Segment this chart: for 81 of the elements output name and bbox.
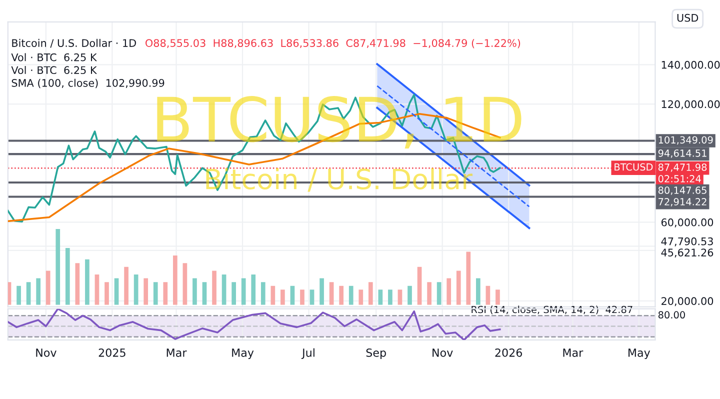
ref-line-label: 94,614.51 bbox=[658, 149, 706, 158]
bar bbox=[408, 286, 412, 305]
bar bbox=[270, 286, 276, 305]
bar bbox=[398, 290, 402, 305]
x-tick-label: May bbox=[628, 348, 650, 360]
bar bbox=[378, 290, 383, 305]
bar bbox=[290, 286, 295, 305]
bar bbox=[26, 282, 31, 305]
bar bbox=[46, 270, 50, 305]
bar bbox=[329, 282, 334, 305]
bar bbox=[348, 286, 354, 305]
text: 80.00 bbox=[658, 311, 685, 319]
text: O88,555.03 H88,896.63 L86,533.86 C87,471.98 −1,084.79 (−1.22%) bbox=[146, 38, 520, 48]
bar bbox=[417, 266, 422, 305]
bar bbox=[163, 282, 168, 305]
ref-line-label: 80,147.65 bbox=[658, 186, 706, 195]
bar bbox=[232, 282, 236, 305]
bar bbox=[496, 290, 500, 305]
annotation: Vol · BTC 6.25 K bbox=[11, 66, 98, 74]
x-tick-label: 2026 bbox=[495, 348, 522, 357]
bar bbox=[358, 290, 364, 305]
bar bbox=[36, 278, 40, 305]
bar bbox=[144, 278, 148, 305]
bar bbox=[310, 290, 314, 305]
bar bbox=[456, 270, 461, 305]
bar bbox=[486, 286, 490, 305]
y-tick-label: 120,000.00 bbox=[662, 100, 720, 110]
bar bbox=[173, 256, 178, 305]
y-tick-label: 140,000.00 bbox=[662, 60, 720, 70]
bar bbox=[476, 278, 480, 305]
bar bbox=[202, 282, 207, 305]
bar bbox=[114, 278, 119, 305]
bar bbox=[446, 278, 452, 305]
x-tick-label: Nov bbox=[432, 348, 453, 357]
bar bbox=[16, 286, 21, 305]
x-tick-label: 2025 bbox=[98, 348, 126, 357]
bar bbox=[182, 263, 188, 305]
bar bbox=[75, 263, 80, 305]
bar bbox=[192, 278, 197, 305]
ref-line-label: 72,914.22 bbox=[658, 198, 706, 206]
x-tick-label: May bbox=[232, 348, 254, 360]
y-tick-label: 45,621.26 bbox=[661, 248, 714, 258]
x-tick-label: Mar bbox=[166, 348, 187, 357]
annotation: SMA (100, close) 102,990.99 bbox=[12, 78, 164, 88]
annotation: Vol · BTC 6.25 K bbox=[11, 53, 98, 62]
bar bbox=[8, 282, 12, 305]
ref-line-label: 101,349.09 bbox=[658, 136, 713, 145]
bar bbox=[56, 229, 60, 305]
bar bbox=[134, 274, 138, 305]
bar bbox=[427, 282, 432, 305]
x-tick-label: Mar bbox=[563, 348, 584, 357]
bar bbox=[300, 290, 304, 305]
y-tick-label: 60,000.00 bbox=[661, 218, 714, 228]
annotation: BTCUSD bbox=[614, 163, 653, 171]
bar bbox=[65, 248, 70, 305]
bar bbox=[388, 290, 392, 305]
text: Bitcoin / U.S. Dollar · 1D bbox=[12, 38, 136, 48]
text: USD bbox=[677, 14, 698, 22]
bar bbox=[153, 282, 158, 305]
bar bbox=[94, 274, 100, 305]
bar bbox=[251, 274, 256, 305]
x-tick-label: Nov bbox=[36, 348, 56, 357]
bar bbox=[85, 259, 90, 305]
bar bbox=[222, 274, 226, 305]
x-tick-label: Jul bbox=[301, 348, 314, 359]
bar bbox=[466, 252, 471, 305]
bar bbox=[212, 270, 216, 305]
bar bbox=[320, 278, 324, 305]
bar bbox=[339, 286, 344, 305]
bar bbox=[436, 282, 442, 305]
y-tick-label: 20,000.00 bbox=[662, 297, 714, 306]
text: 02:51:24 bbox=[658, 175, 701, 182]
x-tick-label: Sep bbox=[366, 348, 386, 360]
bar bbox=[260, 282, 266, 305]
ref-line-label: 87,471.98 bbox=[658, 164, 707, 172]
bar bbox=[241, 278, 246, 305]
bar bbox=[104, 282, 109, 305]
bar bbox=[124, 266, 128, 305]
y-tick-label: 47,790.53 bbox=[661, 237, 713, 246]
bar bbox=[280, 290, 285, 305]
bar bbox=[368, 282, 373, 305]
